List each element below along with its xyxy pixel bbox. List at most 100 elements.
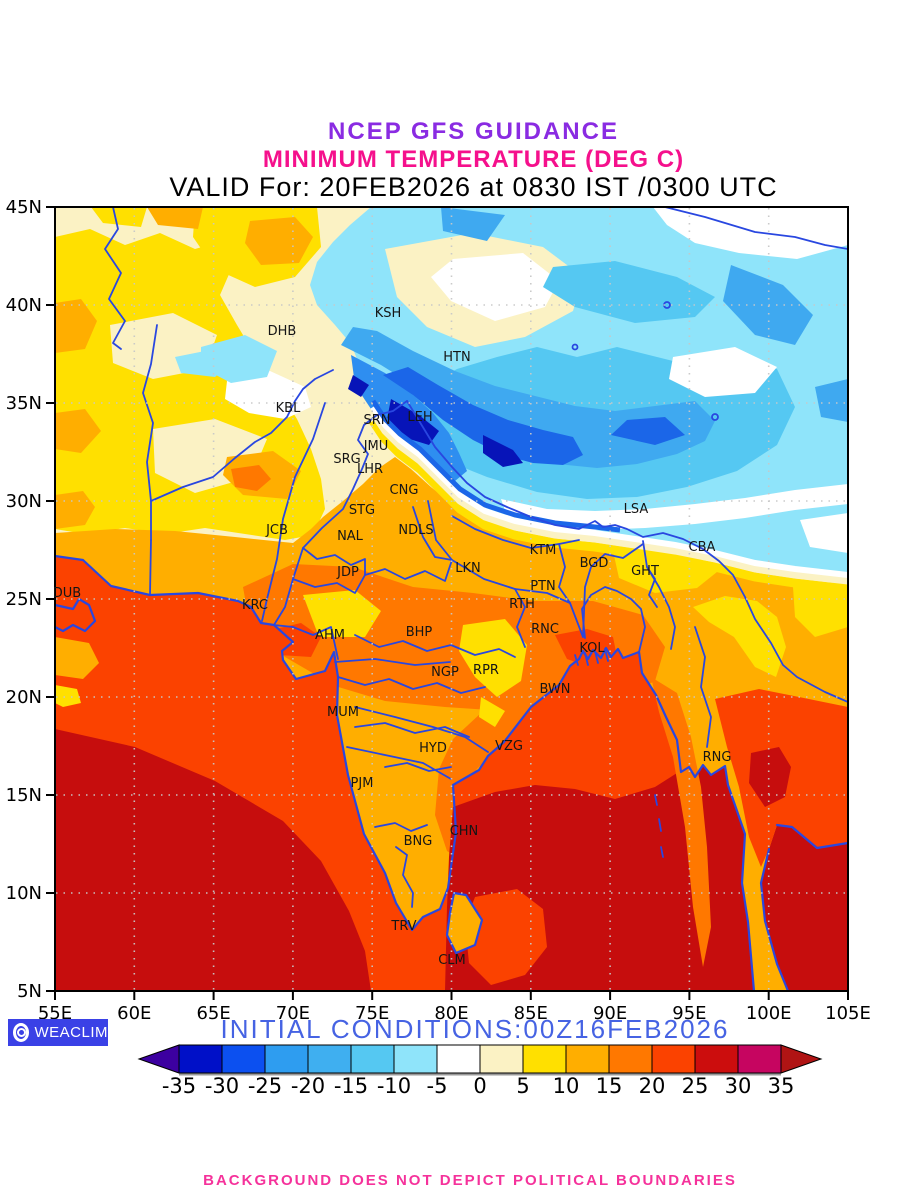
colorbar-cell [522, 1044, 567, 1074]
x-tick-label: 85E [514, 1003, 548, 1024]
y-tick-label: 15N [6, 785, 42, 806]
city-label: PJM [351, 776, 374, 791]
city-label: MUM [327, 705, 359, 720]
valid-time-label: VALID For: 20FEB2026 at 0830 IST /0300 U… [169, 172, 778, 202]
initial-conditions-label: INITIAL CONDITIONS:00Z16FEB2026 [220, 1014, 730, 1044]
city-label: TRV [390, 919, 416, 934]
city-label: RPR [473, 663, 499, 678]
y-tick-label: 25N [6, 589, 42, 610]
x-axis: 55E 60E 65E 70E 75E 80E 85E 90E 95E 100E 105E [38, 991, 871, 1024]
colorbar-right-arrow [780, 1044, 823, 1074]
borders-rivers [104, 207, 848, 908]
colorbar-cell [479, 1044, 524, 1074]
grid-lines [56, 208, 847, 990]
city-label: HYD [419, 741, 447, 756]
city-label: JCB [265, 523, 288, 538]
colorbar-cell [608, 1044, 653, 1074]
city-label: BHP [406, 625, 433, 640]
colorbar-cell [393, 1044, 438, 1074]
weaclim-logo: WEACLIM [8, 1019, 108, 1046]
colorbar-cell [178, 1044, 223, 1074]
colorbar-label: 30 [725, 1074, 752, 1098]
city-label: NAL [337, 529, 364, 544]
y-tick-label: 45N [6, 197, 42, 218]
colorbar: -35 -30 -25 -20 -15 -10 -5 0 5 10 15 20 25 30 35 [137, 1044, 823, 1098]
city-label: RNG [703, 750, 732, 765]
page-subtitle: MINIMUM TEMPERATURE (DEG C) [262, 146, 685, 173]
colorbar-label: -20 [291, 1074, 325, 1098]
city-label: CLM [438, 953, 466, 968]
city-label: PTN [530, 579, 556, 594]
city-label: DHB [268, 324, 297, 339]
colorbar-label: -10 [377, 1074, 411, 1098]
y-tick-label: 20N [6, 687, 42, 708]
colorbar-label: -15 [334, 1074, 368, 1098]
map-canvas [55, 207, 848, 991]
x-tick-label: 100E [746, 1003, 792, 1024]
city-label: NGP [431, 665, 459, 680]
y-axis: 45N 40N 35N 30N 25N 20N 15N 10N 5N [6, 197, 55, 1002]
logo-text: WEACLIM [34, 1024, 108, 1041]
temp-field-tibet [175, 207, 848, 579]
city-label: BGD [580, 556, 609, 571]
temp-field-east [267, 623, 848, 967]
y-tick-label: 30N [6, 491, 42, 512]
x-tick-label: 90E [593, 1003, 627, 1024]
y-tick-label: 40N [6, 295, 42, 316]
colorbar-label: -30 [205, 1074, 239, 1098]
city-label: LSA [624, 502, 649, 517]
colorbar-cell [565, 1044, 610, 1074]
city-label: CBA [689, 540, 716, 555]
city-label: NDLS [398, 523, 433, 538]
colorbar-label: -35 [162, 1074, 196, 1098]
city-label: LEH [407, 410, 432, 425]
colorbar-label: 35 [768, 1074, 795, 1098]
colorbar-cell [436, 1044, 481, 1074]
city-label: KTM [530, 543, 557, 558]
city-label: CNG [390, 483, 419, 498]
city-label: RTH [509, 597, 535, 612]
city-label: SRG [333, 452, 360, 467]
x-tick-label: 80E [434, 1003, 468, 1024]
city-label: HTN [443, 350, 470, 365]
city-label: LHR [357, 462, 383, 477]
colorbar-cell [694, 1044, 739, 1074]
temp-field-seas [55, 556, 848, 991]
x-tick-label: 95E [672, 1003, 706, 1024]
city-label: BWN [539, 682, 570, 697]
city-label: KSH [375, 306, 402, 321]
city-label: JDP [336, 565, 359, 580]
city-label: STG [349, 503, 375, 518]
colorbar-label: 10 [553, 1074, 580, 1098]
x-tick-label: 75E [355, 1003, 389, 1024]
himalaya-front-bands [369, 399, 848, 594]
y-tick-label: 10N [6, 883, 42, 904]
city-label: AHM [315, 628, 345, 643]
city-label: VZG [495, 739, 523, 754]
y-tick-label: 5N [17, 981, 42, 1002]
logo-ring-icon [13, 1023, 30, 1042]
colorbar-cell [651, 1044, 696, 1074]
colorbar-cell [264, 1044, 309, 1074]
city-label: SRN [363, 413, 390, 428]
y-tick-label: 35N [6, 393, 42, 414]
colorbar-label: 15 [596, 1074, 623, 1098]
city-label: JMU [363, 439, 389, 454]
city-label: LKN [455, 561, 481, 576]
city-label: BNG [404, 834, 433, 849]
colorbar-cell [307, 1044, 352, 1074]
city-label: CHN [450, 824, 479, 839]
city-label: RNC [531, 622, 559, 637]
colorbar-cell [737, 1044, 782, 1074]
colorbar-label: -25 [248, 1074, 282, 1098]
page-title: NCEP GFS GUIDANCE [328, 118, 619, 145]
disclaimer-text: BACKGROUND DOES NOT DEPICT POLITICAL BOU… [203, 1172, 737, 1189]
x-tick-label: 55E [38, 1003, 72, 1024]
colorbar-label: 25 [682, 1074, 709, 1098]
city-label: KRC [242, 598, 268, 613]
colorbar-label: -5 [427, 1074, 448, 1098]
x-tick-label: 105E [825, 1003, 871, 1024]
coastlines [55, 554, 848, 991]
